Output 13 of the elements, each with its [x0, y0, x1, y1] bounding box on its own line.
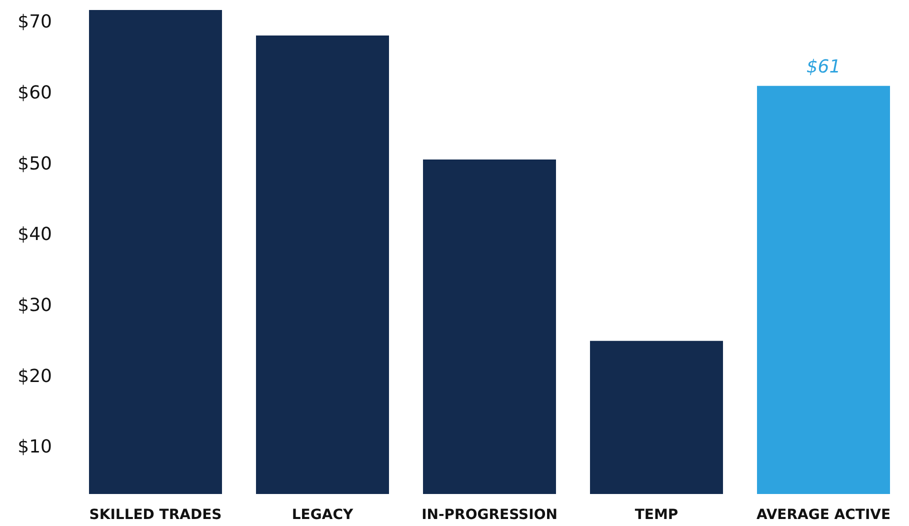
y-tick-label: $20 — [18, 366, 52, 387]
x-tick-label: IN-PROGRESSION — [422, 507, 558, 523]
x-tick-label: SKILLED TRADES — [89, 507, 222, 523]
y-tick-label: $50 — [18, 153, 52, 174]
y-tick-label: $40 — [18, 224, 52, 246]
y-tick-label: $10 — [18, 436, 52, 458]
data-label: $61 — [806, 56, 841, 78]
x-tick-label: TEMP — [634, 507, 678, 523]
y-tick-label: $60 — [18, 82, 52, 104]
y-tick-label: $30 — [18, 295, 52, 316]
x-tick-label: LEGACY — [292, 507, 354, 523]
x-tick-label: AVERAGE ACTIVE — [756, 507, 891, 523]
y-tick-label: $70 — [18, 12, 52, 33]
